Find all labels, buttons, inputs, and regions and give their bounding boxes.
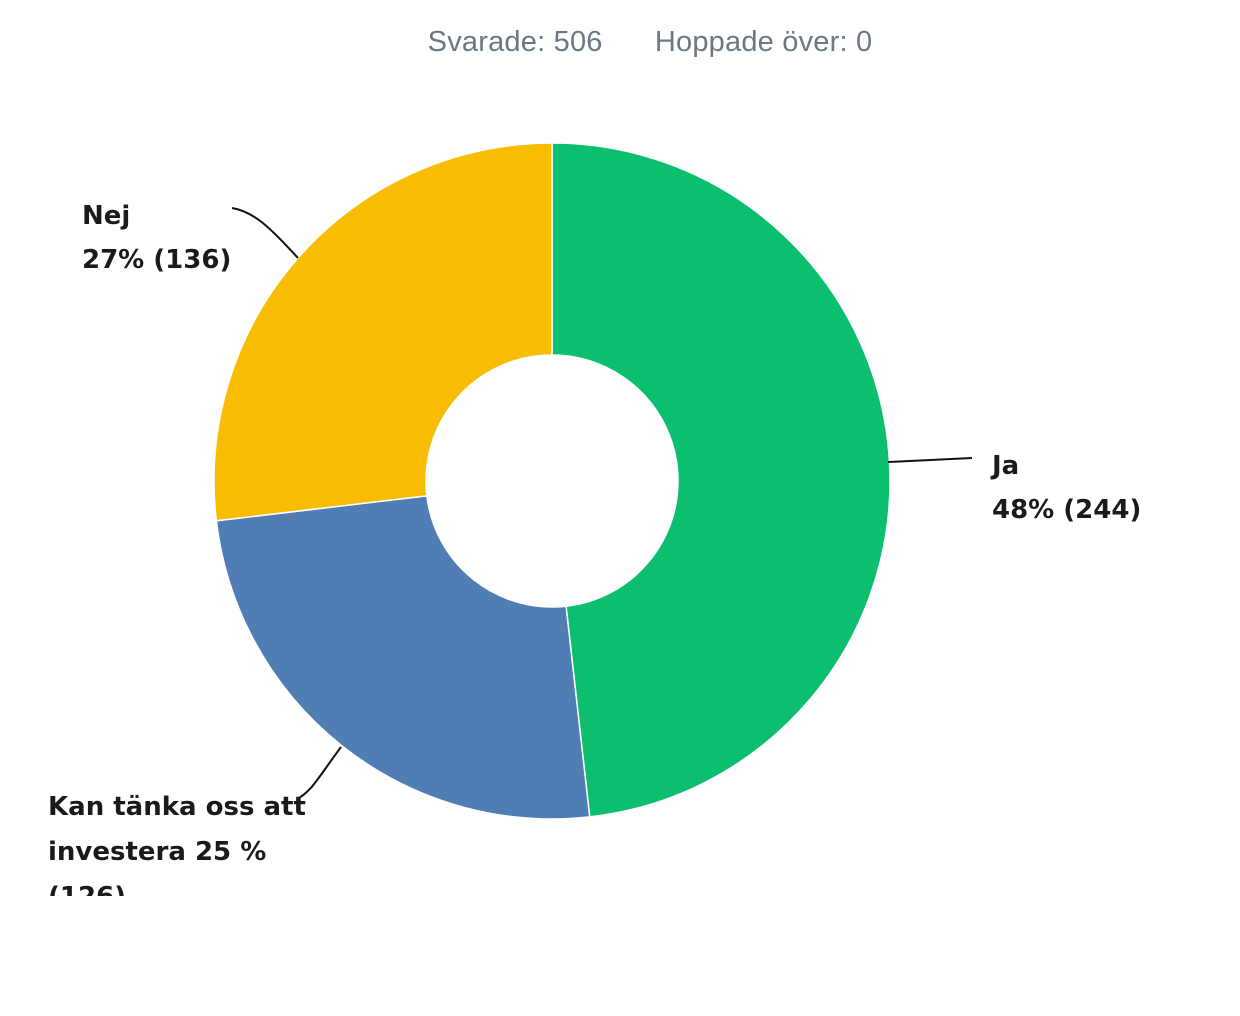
data-label-line: investera 25 % [48, 837, 266, 867]
slice-nej[interactable] [213, 142, 553, 522]
slice-ja[interactable] [551, 142, 891, 818]
skipped-value: 0 [855, 26, 873, 58]
data-label-line: Nej [82, 201, 130, 231]
slice-kan-tänka-oss-att-investera[interactable] [215, 494, 591, 820]
skipped-stat: Hoppade över: 0 [655, 26, 872, 59]
response-stats: Svarade: 506 Hoppade över: 0 [0, 26, 1240, 59]
data-label: Ja 48% (244) [990, 451, 1141, 525]
answered-label: Svarade: [427, 26, 546, 58]
leader-line [231, 207, 299, 259]
chart-leader-lines [231, 207, 973, 800]
data-label: Nej 27% (136) [82, 201, 231, 275]
data-label: Kan tänka oss att investera 25 % (126) [48, 792, 306, 912]
answered-value: 506 [553, 26, 603, 58]
skipped-label: Hoppade över: [654, 26, 848, 58]
chart-slices [213, 142, 891, 820]
data-label-line: 48% (244) [992, 495, 1141, 525]
data-label-line: 27% (136) [82, 245, 231, 275]
leader-line [887, 457, 973, 463]
data-label-line: Ja [990, 451, 1019, 481]
answered-stat: Svarade: 506 [428, 26, 603, 59]
data-label-line: Kan tänka oss att [48, 792, 306, 822]
data-label-line: (126) [48, 882, 126, 912]
leader-line [296, 746, 342, 800]
chart-data-labels: Ja 48% (244) Kan tänka oss att investera 25… [48, 201, 1141, 912]
